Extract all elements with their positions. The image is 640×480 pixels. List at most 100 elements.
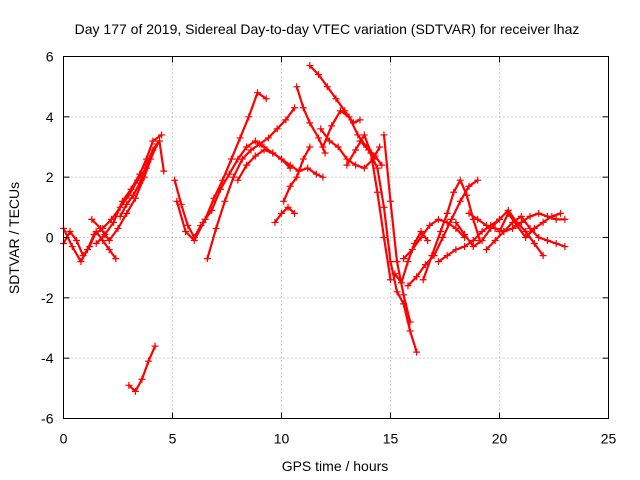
data-point — [131, 387, 139, 395]
series-s21 — [391, 227, 432, 287]
data-point — [504, 209, 512, 217]
data-point — [264, 134, 272, 142]
data-point — [269, 149, 277, 157]
data-point — [491, 237, 499, 245]
data-point — [101, 230, 109, 238]
series-line — [295, 85, 327, 155]
data-point — [291, 104, 299, 112]
data-point — [190, 237, 198, 245]
data-point — [406, 318, 414, 326]
data-point — [469, 237, 477, 245]
data-point — [482, 246, 490, 254]
data-point — [304, 164, 312, 172]
series-line — [393, 230, 429, 284]
data-point — [434, 258, 442, 266]
y-tick-label: -6 — [41, 411, 54, 427]
data-point — [171, 176, 179, 184]
data-point — [380, 131, 388, 139]
y-tick-label: 2 — [46, 169, 54, 185]
data-point — [160, 167, 168, 175]
data-point — [465, 182, 473, 190]
series-s24 — [419, 176, 484, 284]
data-point — [391, 270, 399, 278]
data-point — [328, 122, 336, 130]
data-point — [539, 252, 547, 260]
data-point — [125, 381, 133, 389]
data-point — [354, 131, 362, 139]
data-point — [465, 209, 473, 217]
chart-title: Day 177 of 2019, Sidereal Day-to-day VTE… — [75, 21, 580, 37]
data-point — [216, 185, 224, 193]
data-point — [284, 203, 292, 211]
data-point — [522, 227, 530, 235]
data-point — [552, 240, 560, 248]
x-tick-label: 5 — [169, 431, 177, 447]
series-s12 — [271, 203, 299, 226]
series-s6 — [125, 342, 159, 395]
data-point — [535, 209, 543, 217]
data-point — [434, 215, 442, 223]
data-point — [319, 143, 327, 151]
data-point — [236, 134, 244, 142]
data-point — [68, 243, 76, 251]
data-point — [496, 215, 503, 223]
data-point — [345, 113, 353, 121]
x-axis-title: GPS time / hours — [282, 458, 389, 474]
series-s23 — [404, 176, 482, 290]
series-line — [422, 179, 481, 281]
series-s4 — [92, 131, 166, 248]
data-point — [380, 203, 388, 211]
y-tick-label: -2 — [41, 290, 54, 306]
data-point — [448, 215, 456, 223]
data-point — [456, 197, 464, 205]
data-point — [97, 224, 105, 232]
data-point — [539, 218, 547, 226]
data-point — [535, 234, 543, 241]
data-point — [561, 215, 569, 223]
data-point — [557, 209, 565, 217]
data-point — [182, 227, 190, 235]
data-point — [260, 146, 268, 154]
data-point — [336, 107, 344, 115]
data-point — [334, 143, 342, 151]
data-point — [245, 113, 253, 121]
data-point — [393, 288, 401, 296]
data-point — [387, 276, 394, 284]
series-line — [321, 109, 383, 167]
data-point — [151, 342, 159, 350]
data-point — [254, 89, 262, 97]
data-point — [404, 258, 412, 266]
data-point — [312, 170, 320, 178]
data-point — [491, 224, 499, 232]
series-s20 — [380, 131, 414, 326]
data-point — [90, 230, 98, 238]
data-point — [306, 143, 314, 151]
data-point — [321, 149, 329, 157]
series-s15 — [306, 62, 364, 127]
data-point — [280, 197, 288, 205]
data-point — [158, 131, 166, 139]
data-point — [66, 227, 74, 235]
data-point — [437, 227, 445, 235]
data-point — [360, 131, 368, 139]
data-point — [530, 240, 538, 248]
data-point — [199, 218, 207, 226]
data-point — [243, 143, 251, 151]
data-point — [509, 224, 517, 232]
data-point — [155, 137, 163, 145]
data-point — [424, 237, 432, 245]
series-s22 — [400, 215, 469, 263]
x-tick-label: 0 — [60, 431, 68, 447]
series-line — [402, 218, 466, 260]
data-point — [397, 279, 405, 287]
series-s10 — [203, 104, 299, 263]
data-point — [517, 218, 525, 226]
data-point — [247, 146, 255, 154]
data-point — [376, 143, 384, 151]
series-line — [127, 345, 157, 393]
series-line — [319, 127, 381, 170]
data-point — [513, 221, 521, 229]
data-point — [461, 243, 469, 251]
data-point — [315, 71, 323, 79]
